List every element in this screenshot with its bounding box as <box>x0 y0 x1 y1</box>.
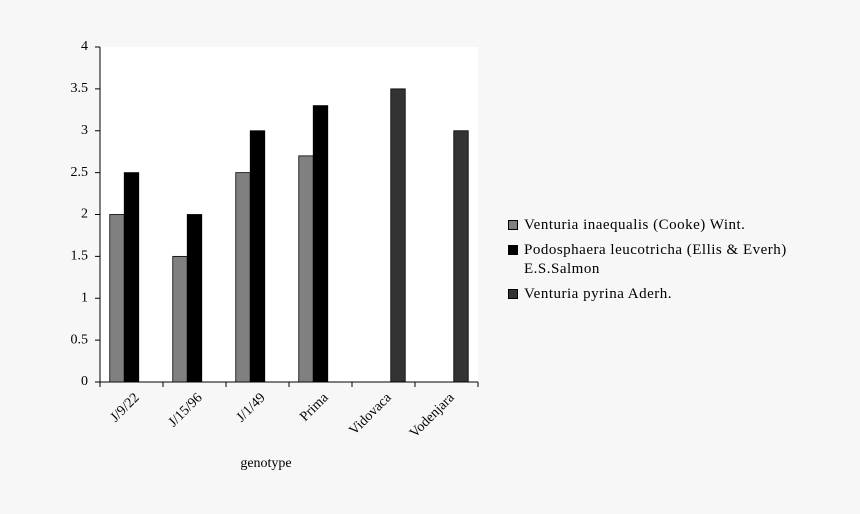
bar <box>235 172 251 383</box>
bar <box>172 255 188 383</box>
legend-label: Venturia pyrina Aderh. <box>524 286 673 302</box>
y-tick-label: 2 <box>81 207 88 222</box>
bar <box>390 88 406 383</box>
bar <box>109 214 125 383</box>
legend-swatch <box>508 220 518 230</box>
x-axis-title: genotype <box>240 456 291 471</box>
x-tick-label: Vidovaca <box>347 390 395 438</box>
y-tick-label: 1.5 <box>71 249 89 264</box>
legend-item: Venturia pyrina Aderh. <box>508 285 828 304</box>
y-tick-label: 4 <box>81 39 88 54</box>
bar <box>186 214 203 383</box>
y-tick-label: 2.5 <box>71 165 89 180</box>
legend-label: Podosphaera leucotricha (Ellis & Everh) … <box>524 242 787 277</box>
bar <box>298 155 314 383</box>
x-tick-label: J/15/96 <box>166 390 206 430</box>
y-tick-label: 3 <box>81 123 88 138</box>
legend-item: Venturia inaequalis (Cooke) Wint. <box>508 216 828 235</box>
bar <box>123 172 140 383</box>
legend-swatch <box>508 245 518 255</box>
x-tick-label: J/1/49 <box>234 390 269 425</box>
y-tick-label: 0.5 <box>71 332 89 347</box>
plot-area <box>100 47 478 382</box>
legend: Venturia inaequalis (Cooke) Wint. Podosph… <box>508 216 828 310</box>
y-tick-label: 1 <box>81 290 88 305</box>
x-tick-label: Prima <box>297 390 332 425</box>
y-tick-label: 0 <box>81 374 88 389</box>
legend-item: Podosphaera leucotricha (Ellis & Everh) … <box>508 241 828 279</box>
x-tick-label: J/9/22 <box>108 390 143 425</box>
legend-label: Venturia inaequalis (Cooke) Wint. <box>524 217 746 233</box>
legend-swatch <box>508 289 518 299</box>
y-tick-label: 3.5 <box>71 81 89 96</box>
bar <box>249 130 266 383</box>
x-tick-label: Vodenjara <box>407 390 458 441</box>
bar <box>453 130 469 383</box>
bar <box>312 105 329 383</box>
